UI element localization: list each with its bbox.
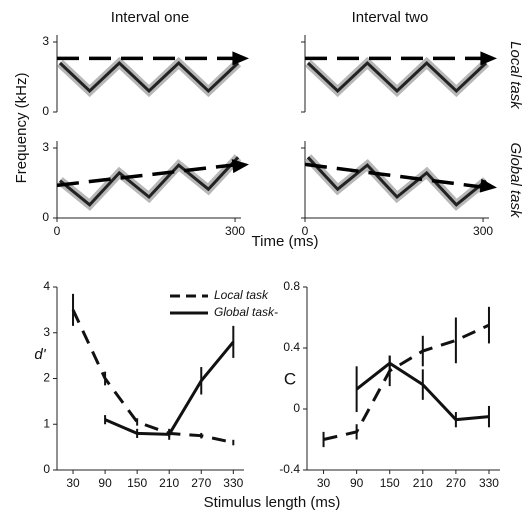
x-tick-label: 330	[223, 476, 243, 490]
sweep	[58, 60, 240, 94]
x-tick-label: 150	[380, 476, 400, 490]
y-tick-label: 1	[43, 416, 50, 430]
x-tick-label: 210	[413, 476, 433, 490]
sweep	[306, 156, 487, 207]
y-axis-label: Frequency (kHz)	[13, 73, 30, 184]
legend-label: Global task-	[214, 305, 278, 319]
x-tick-label: 330	[479, 476, 499, 490]
x-tick-label: 270	[191, 476, 211, 490]
y-tick-label: 0	[42, 210, 49, 224]
x-tick-label: 300	[473, 224, 493, 238]
y-tick-label: 0	[43, 462, 50, 476]
task-label: Local task	[507, 41, 524, 110]
x-tick-label: 210	[159, 476, 179, 490]
y-tick-label: 3	[42, 34, 49, 48]
x-tick-label: 0	[54, 224, 61, 238]
arrow-head	[480, 51, 497, 66]
series-line	[323, 323, 490, 441]
y-tick-label: 0	[42, 104, 49, 118]
y-tick-label: 3	[43, 325, 50, 339]
arrow-head	[479, 178, 497, 193]
y-tick-label: 2	[43, 371, 50, 385]
x-tick-label: 30	[317, 476, 331, 490]
y-tick-label: 3	[42, 140, 49, 154]
legend-label: Local task	[214, 288, 269, 302]
y-axis-label: d'	[34, 346, 46, 363]
y-axis-label: C	[284, 369, 296, 388]
x-tick-label: 150	[127, 476, 147, 490]
x-axis-label: Stimulus length (ms)	[204, 494, 341, 511]
x-axis-label: Time (ms)	[252, 233, 319, 250]
series-line	[71, 309, 234, 445]
panel-title: Interval two	[352, 9, 429, 26]
x-tick-label: 90	[350, 476, 364, 490]
arrow-head	[231, 159, 249, 174]
x-tick-label: 30	[66, 476, 80, 490]
x-tick-label: 300	[225, 224, 245, 238]
arrow-head	[232, 51, 249, 66]
y-tick-label: 4	[43, 279, 50, 293]
task-label: Global task	[507, 142, 524, 219]
x-tick-label: 0	[302, 224, 309, 238]
y-tick-label: 0.4	[283, 340, 300, 354]
y-tick-label: 0.8	[283, 279, 300, 293]
series-line	[104, 340, 235, 436]
x-tick-label: 270	[446, 476, 466, 490]
sweep	[59, 156, 240, 207]
panel-title: Interval one	[111, 9, 189, 26]
y-tick-label: -0.4	[279, 462, 300, 476]
sweep	[306, 60, 488, 94]
x-tick-label: 90	[98, 476, 112, 490]
y-tick-label: 0	[293, 401, 300, 415]
